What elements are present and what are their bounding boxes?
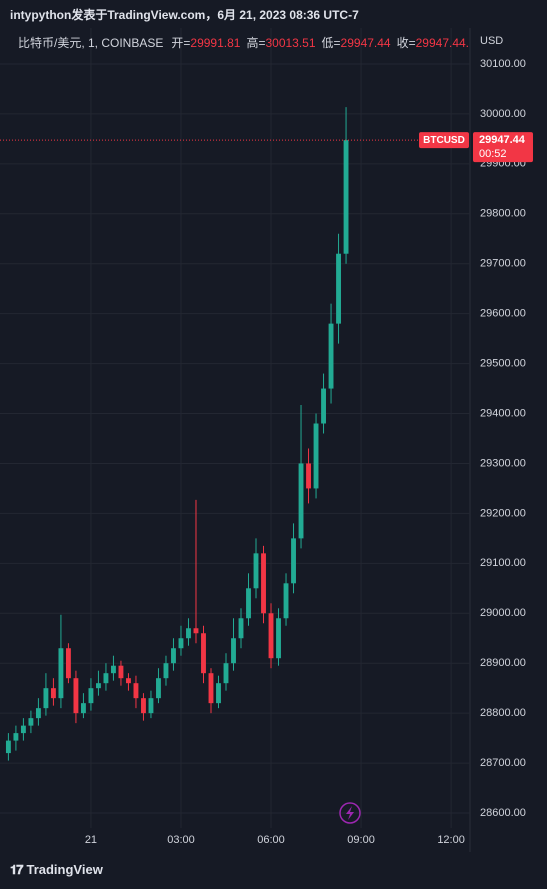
candle-body: [201, 633, 206, 674]
candle-body: [65, 648, 71, 679]
candle-body: [141, 698, 146, 714]
candle-body: [261, 553, 266, 614]
x-tick-label: 06:00: [257, 834, 285, 846]
price-tag: [473, 132, 533, 163]
legend: 比特币/美元, 1, COINBASE 开=29991.81 高=30013.51 低…: [18, 34, 468, 51]
candle-body: [35, 708, 41, 719]
candle-body: [193, 628, 199, 634]
x-tick-label: 21: [85, 834, 97, 846]
candle-body: [223, 663, 229, 684]
candle-body: [58, 648, 64, 699]
y-tick-label: 29100.00: [480, 557, 526, 569]
candle-body: [298, 463, 304, 539]
candle-body: [231, 638, 236, 664]
y-tick-label: 28700.00: [480, 757, 526, 769]
candle-body: [253, 553, 259, 589]
candle-body: [111, 665, 116, 674]
currency: USD: [480, 35, 503, 47]
y-tick-label: 30000.00: [480, 108, 526, 120]
candle-body: [306, 463, 311, 489]
legend-ohlc: 开=29991.81 高=30013.51 低=29947.44 收=29947.44…: [171, 36, 468, 50]
symbol-tag-text: BTCUSD: [423, 135, 465, 146]
y-tick-label: 28600.00: [480, 807, 526, 819]
legend-value: 29991.81: [190, 36, 241, 50]
candle-body: [336, 253, 341, 324]
legend-label: 收=: [396, 36, 416, 50]
countdown-text: 00:52: [479, 148, 507, 160]
legend-label: 开=: [171, 36, 191, 50]
y-tick-label: 29400.00: [480, 407, 526, 419]
y-tick-label: 29700.00: [480, 258, 526, 270]
y-tick-label: 28800.00: [480, 707, 526, 719]
legend-value: 29947.44: [340, 36, 391, 50]
attribution: intypython发表于TradingView.com，6月 21, 2023…: [10, 8, 359, 22]
candle-body: [43, 688, 49, 709]
x-tick-label: 03:00: [167, 834, 195, 846]
candle-body: [268, 613, 274, 659]
candle-body: [13, 733, 19, 741]
candle-body: [73, 678, 79, 714]
candle-body: [238, 618, 244, 639]
brand: TradingView: [26, 862, 103, 877]
candle-body: [276, 618, 281, 659]
x-tick-label: 12:00: [437, 834, 465, 846]
candle-body: [118, 665, 124, 679]
candle-body: [5, 740, 11, 754]
event-bolt: [346, 806, 354, 820]
y-tick-label: 28900.00: [480, 657, 526, 669]
candle-body: [246, 588, 251, 619]
candle-body: [313, 423, 319, 489]
y-tick-label: 29600.00: [480, 308, 526, 320]
candle-body: [328, 323, 334, 389]
legend-value: 30013.51: [265, 36, 316, 50]
candle-body: [291, 538, 296, 584]
legend-label: 低=: [321, 36, 341, 50]
candle-body: [148, 698, 154, 714]
y-tick-label: 29000.00: [480, 607, 526, 619]
y-tick-label: 30100.00: [480, 58, 526, 70]
candle-body: [208, 673, 214, 704]
logo-mark: 𝟏𝟕: [10, 862, 24, 877]
candle-body: [88, 688, 94, 704]
legend-value: 29947.44...: [415, 36, 468, 50]
candle-body: [321, 388, 326, 424]
x-tick-label: 09:00: [347, 834, 375, 846]
candle-body: [343, 140, 349, 254]
symbol-tag: [419, 132, 469, 149]
event-icon[interactable]: [339, 802, 361, 824]
footer-logo[interactable]: 𝟏𝟕 TradingView: [10, 862, 103, 878]
candle-body: [126, 678, 131, 684]
y-tick-label: 29800.00: [480, 208, 526, 220]
legend-symbol: 比特币/美元, 1, COINBASE: [18, 36, 164, 50]
candle-body: [156, 678, 161, 699]
legend-label: 高=: [246, 36, 266, 50]
candle-body: [178, 638, 184, 649]
candle-body: [103, 673, 109, 684]
candle-body: [171, 648, 176, 664]
candle-body: [133, 683, 139, 699]
plot: 28600.00 28700.00 28800.00 28900.00 29000.00…: [0, 28, 533, 852]
candle-body: [96, 683, 101, 689]
y-tick-label: 29300.00: [480, 457, 526, 469]
candle-body: [50, 688, 56, 699]
y-tick-label: 29500.00: [480, 357, 526, 369]
y-tick-label: 29200.00: [480, 507, 526, 519]
candle-body: [28, 718, 34, 726]
candle-body: [283, 583, 289, 619]
candle-body: [186, 628, 191, 639]
candle-body: [216, 683, 221, 704]
candle-body: [80, 703, 86, 714]
candle-body: [163, 663, 169, 679]
price-tag-text: 29947.44: [479, 134, 526, 146]
candle-body: [20, 725, 26, 734]
